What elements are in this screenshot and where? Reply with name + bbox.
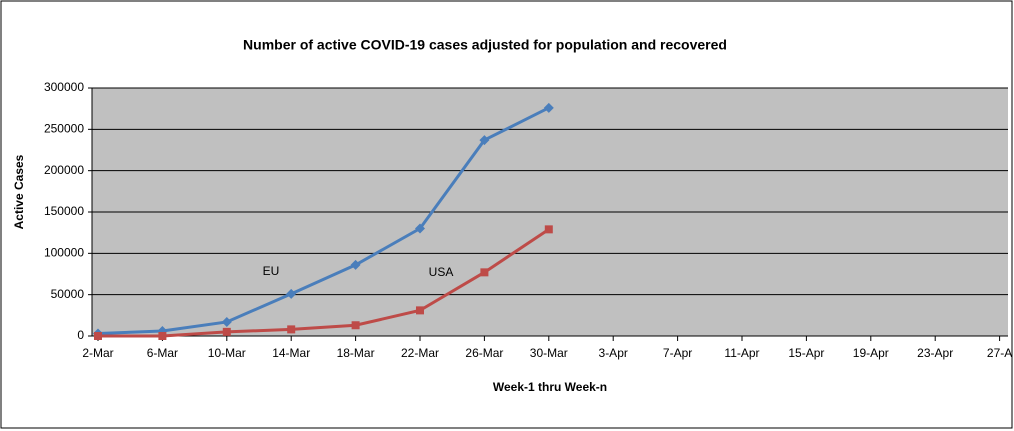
point [415,223,425,234]
annotation: USA [429,265,454,279]
point [544,225,553,234]
annotation: EU [263,264,280,278]
point [416,306,424,315]
y-tick-label: 0 [77,328,84,342]
x-tick-label: 19-Apr [853,346,889,360]
x-tick-label: 26-Mar [465,346,503,360]
point [222,327,231,336]
point [287,325,296,334]
point [286,288,297,299]
y-tick-label: 200000 [44,163,84,177]
y-tick-label: 100000 [44,246,84,260]
y-tick-label: 250000 [44,122,84,136]
x-tick-label: 15-Apr [788,346,824,360]
x-tick-label: 3-Apr [599,346,628,360]
x-tick-label: 30-Mar [530,346,568,360]
x-tick-label: 7-Apr [663,346,692,360]
point [94,332,102,340]
x-axis-title: Week-1 thru Week-n [493,380,607,394]
point [479,135,490,146]
chart-title: Number of active COVID-19 cases adjusted… [243,37,727,53]
x-tick-label: 22-Mar [401,346,439,360]
y-axis-title: Active Cases [12,154,26,229]
y-tick-label: 150000 [44,204,84,218]
point [221,316,232,327]
point [158,332,167,340]
x-tick-label: 6-Mar [147,346,178,360]
point [350,259,361,270]
point [480,268,489,277]
y-tick-label: 300000 [44,80,84,94]
x-tick-label: 11-Apr [724,346,759,360]
point [351,321,360,330]
x-tick-label: 27-A [987,346,1012,360]
point [543,102,554,113]
x-tick-label: 14-Mar [272,346,310,360]
series-line [97,106,550,336]
x-tick-label: 18-Mar [337,346,375,360]
series-line [98,228,550,338]
x-tick-label: 10-Mar [208,346,246,360]
x-tick-label: 23-Apr [917,346,953,360]
x-tick-label: 2-Mar [82,346,113,360]
y-tick-label: 50000 [51,287,85,301]
